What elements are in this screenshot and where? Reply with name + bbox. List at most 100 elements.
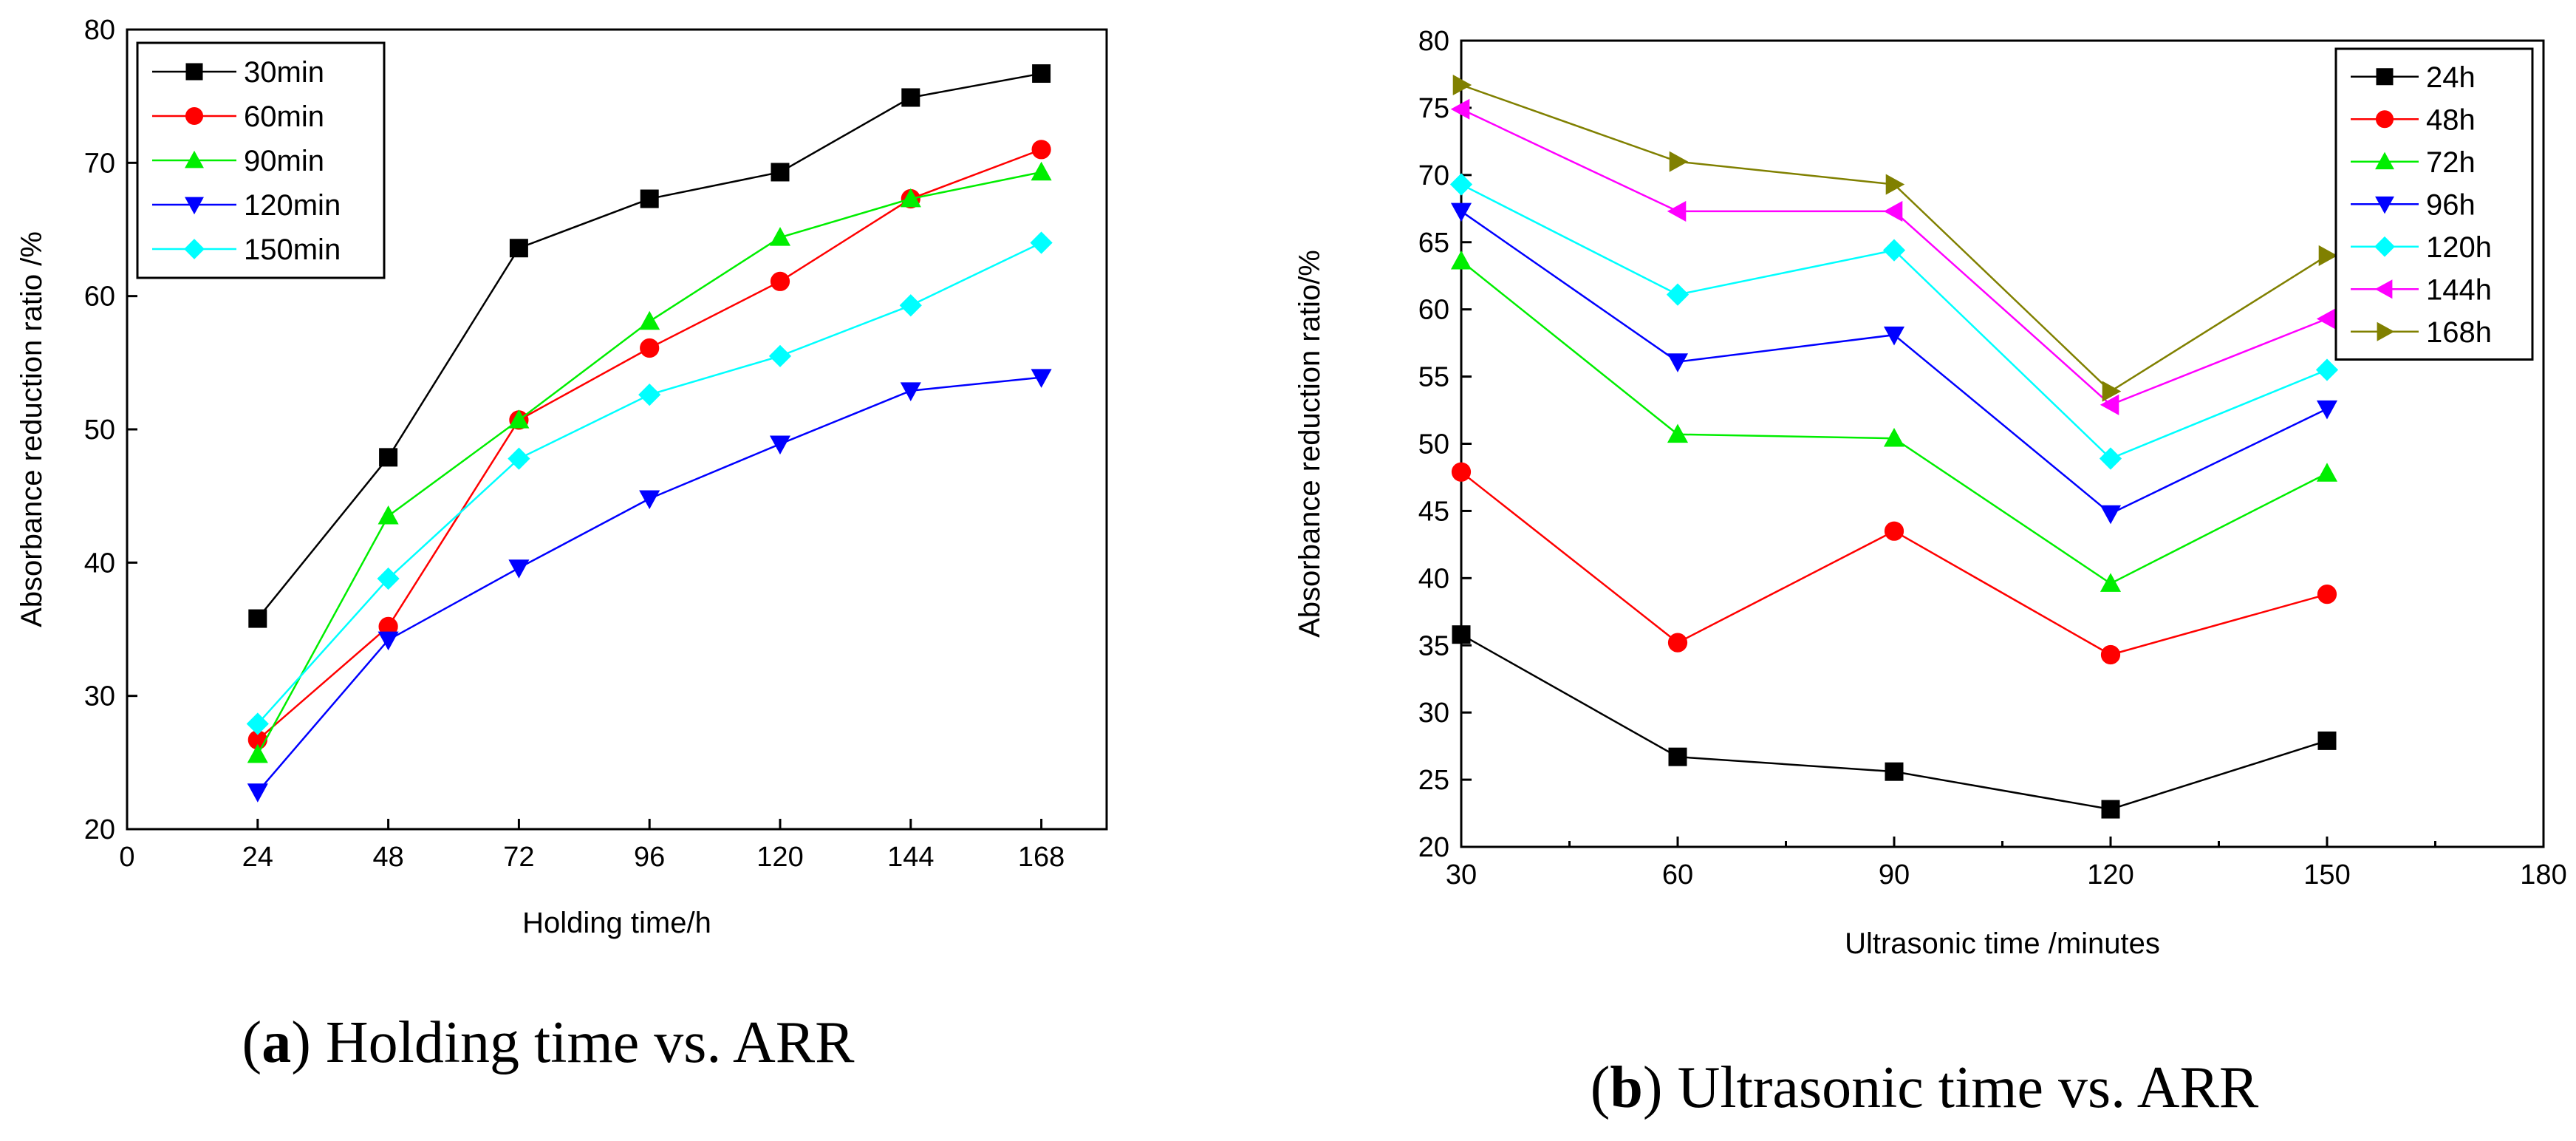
legend: 24h 48h 72h 96h 120h 144h 168h bbox=[2334, 47, 2534, 361]
series-120h bbox=[1449, 173, 2339, 470]
data-point bbox=[769, 227, 791, 246]
legend-label: 90min bbox=[244, 145, 324, 177]
chart-b: 30 60 90 120 150 180 20 25 30 35 40 45 50 55 60 65 70 75 8… bbox=[1294, 26, 2567, 960]
series-90min bbox=[247, 161, 1052, 763]
x-tick-label: 90 bbox=[1879, 859, 1910, 890]
legend-marker bbox=[2376, 68, 2394, 86]
legend-marker bbox=[2377, 321, 2395, 341]
data-point bbox=[1031, 161, 1052, 181]
data-point bbox=[2315, 358, 2339, 381]
legend-label: 72h bbox=[2426, 146, 2476, 179]
data-point bbox=[1666, 283, 1690, 306]
data-point bbox=[1882, 239, 1906, 262]
data-point bbox=[1667, 200, 1687, 222]
legend-item: 72h bbox=[2351, 146, 2476, 179]
data-point bbox=[1885, 762, 1904, 781]
legend-label: 120min bbox=[244, 189, 341, 222]
data-point bbox=[1667, 353, 1689, 372]
legend-label: 60min bbox=[244, 101, 324, 133]
data-point bbox=[2317, 585, 2337, 604]
y-tick-label: 70 bbox=[1418, 160, 1449, 191]
legend-marker bbox=[2375, 110, 2394, 129]
data-point bbox=[379, 448, 398, 467]
series-30min bbox=[248, 64, 1051, 628]
data-point bbox=[639, 310, 660, 330]
data-point bbox=[640, 189, 659, 208]
x-axis-label: Ultrasonic time /minutes bbox=[1845, 927, 2160, 960]
data-point bbox=[901, 88, 920, 107]
data-point bbox=[771, 163, 790, 182]
data-point bbox=[1452, 625, 1471, 644]
y-tick-label: 50 bbox=[1418, 429, 1449, 460]
data-point bbox=[246, 712, 269, 735]
legend-item: 120min bbox=[152, 189, 341, 222]
data-point bbox=[2099, 447, 2122, 470]
x-tick-label: 180 bbox=[2520, 859, 2566, 890]
data-point bbox=[768, 344, 792, 367]
x-tick-label: 30 bbox=[1446, 859, 1477, 890]
data-point bbox=[1667, 423, 1689, 443]
x-tick-label: 120 bbox=[2087, 859, 2133, 890]
y-tick-label: 80 bbox=[1418, 26, 1449, 57]
y-tick-label: 20 bbox=[84, 814, 115, 845]
data-point bbox=[1030, 231, 1053, 254]
legend-item: 48h bbox=[2351, 103, 2476, 136]
legend-marker bbox=[185, 106, 204, 126]
y-tick-label: 40 bbox=[84, 548, 115, 579]
data-point bbox=[247, 783, 268, 803]
series-line-120min bbox=[256, 376, 1042, 793]
data-point bbox=[2316, 400, 2338, 420]
x-tick-label: 48 bbox=[372, 842, 403, 873]
x-tick-label: 150 bbox=[2303, 859, 2350, 890]
data-point bbox=[639, 490, 660, 510]
x-tick-label: 96 bbox=[634, 842, 665, 873]
data-point bbox=[900, 382, 921, 401]
data-point bbox=[377, 505, 399, 525]
data-point bbox=[1883, 427, 1905, 447]
data-point bbox=[899, 294, 922, 317]
data-point bbox=[2102, 381, 2122, 402]
series-120min bbox=[247, 369, 1052, 803]
data-point bbox=[1452, 74, 1472, 96]
data-point bbox=[2100, 644, 2121, 665]
y-tick-label: 30 bbox=[1418, 698, 1449, 729]
data-point bbox=[770, 271, 790, 291]
legend-label: 24h bbox=[2426, 61, 2476, 94]
data-point bbox=[248, 609, 267, 628]
x-tick-label: 72 bbox=[503, 842, 534, 873]
y-axis-label: Absorbance reduction ratio /% bbox=[16, 231, 48, 627]
x-axis-label: Holding time/h bbox=[522, 907, 711, 939]
legend-marker bbox=[2375, 196, 2394, 214]
data-point bbox=[2318, 245, 2338, 266]
x-tick-label: 120 bbox=[756, 842, 803, 873]
data-point bbox=[2316, 463, 2338, 482]
data-point bbox=[2100, 394, 2119, 415]
data-point bbox=[1450, 202, 1472, 222]
legend-marker bbox=[185, 197, 204, 215]
data-point bbox=[1669, 151, 1689, 172]
legend-marker bbox=[2374, 236, 2395, 257]
series-24h bbox=[1452, 625, 2337, 819]
data-point bbox=[769, 435, 791, 455]
series-line-120h bbox=[1460, 183, 2328, 460]
series-line-48h bbox=[1460, 471, 2328, 656]
data-point bbox=[509, 239, 528, 258]
series-line-24h bbox=[1460, 633, 2328, 811]
data-point bbox=[508, 447, 530, 470]
data-point bbox=[1883, 200, 1903, 222]
data-point bbox=[2316, 308, 2336, 330]
data-point bbox=[2100, 505, 2122, 525]
legend-item: 24h bbox=[2351, 61, 2476, 94]
legend-label: 144h bbox=[2426, 273, 2492, 306]
data-point bbox=[1667, 633, 1688, 653]
y-tick-label: 70 bbox=[84, 148, 115, 179]
y-tick-label: 35 bbox=[1418, 630, 1449, 661]
data-point bbox=[1032, 64, 1051, 84]
y-tick-label: 45 bbox=[1418, 496, 1449, 527]
y-tick-label: 80 bbox=[84, 15, 115, 46]
data-point bbox=[1884, 521, 1904, 541]
data-point bbox=[508, 409, 530, 429]
series-168h bbox=[1452, 74, 2338, 402]
series-48h bbox=[1451, 462, 2337, 665]
